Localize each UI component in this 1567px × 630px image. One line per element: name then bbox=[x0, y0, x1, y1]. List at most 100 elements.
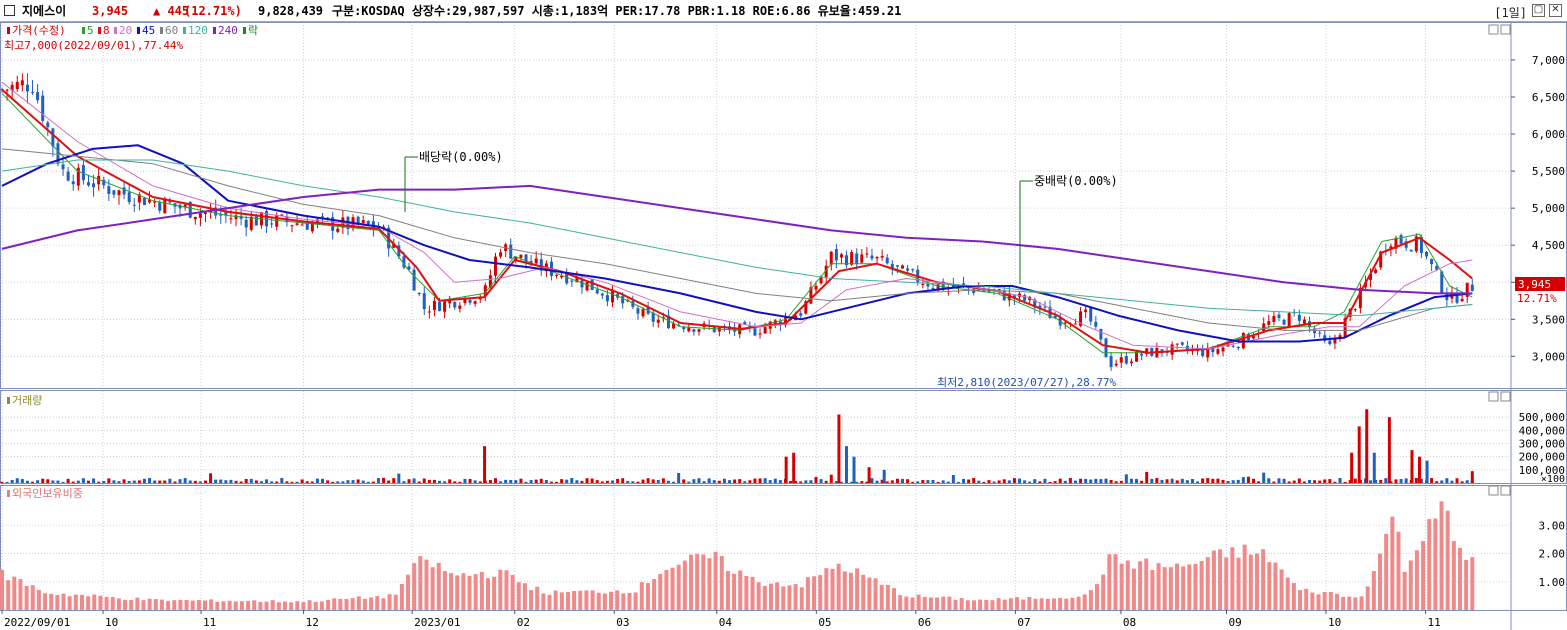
volume-bar bbox=[972, 478, 976, 483]
volume-bar bbox=[524, 481, 528, 483]
foreign-bar bbox=[424, 559, 429, 610]
volume-bar bbox=[1043, 478, 1047, 483]
volume-bar bbox=[1404, 478, 1408, 483]
foreign-bar bbox=[1150, 569, 1155, 610]
volume-panel-max-button[interactable] bbox=[1500, 391, 1511, 402]
volume-bar bbox=[580, 480, 584, 483]
volume-bar bbox=[514, 480, 518, 483]
candle-body bbox=[493, 256, 497, 276]
volume-bar bbox=[1053, 481, 1057, 483]
volume-bar bbox=[219, 479, 223, 483]
price-panel-max-button[interactable] bbox=[1500, 24, 1511, 35]
foreign-bar bbox=[1408, 560, 1413, 610]
volume-bar bbox=[1328, 479, 1332, 483]
legend-ma-label: 락 bbox=[248, 24, 258, 37]
foreign-tick-label: 3.00 bbox=[1539, 519, 1566, 532]
volume-bar bbox=[443, 481, 447, 483]
foreign-bar bbox=[1427, 519, 1432, 610]
volume-bar bbox=[315, 478, 319, 483]
foreign-bar bbox=[30, 585, 35, 610]
candle-body bbox=[417, 292, 421, 295]
price-tick-label: 6,000 bbox=[1532, 128, 1565, 141]
volume-bar bbox=[534, 479, 538, 483]
volume-bar bbox=[204, 480, 208, 483]
foreign-bar bbox=[326, 600, 331, 610]
period-selector[interactable]: [1일] bbox=[1494, 6, 1527, 20]
candle-body bbox=[753, 328, 757, 336]
volume-bar bbox=[1292, 480, 1296, 483]
candle-body bbox=[885, 257, 889, 264]
candle-body bbox=[137, 194, 141, 203]
candles bbox=[0, 73, 1474, 371]
candle-body bbox=[499, 252, 503, 257]
foreign-panel-max-button[interactable] bbox=[1500, 485, 1511, 496]
panel-buttons bbox=[1488, 24, 1511, 496]
foreign-bar bbox=[473, 574, 478, 610]
foreign-bar bbox=[750, 577, 755, 610]
foreign-bar bbox=[239, 601, 244, 610]
legend-ma-label: 240 bbox=[218, 24, 238, 37]
foreign-bar bbox=[159, 599, 164, 610]
foreign-bar bbox=[842, 571, 847, 610]
foreign-bar bbox=[252, 600, 257, 610]
candle-body bbox=[565, 273, 569, 284]
volume-bar bbox=[36, 480, 40, 483]
candle-body bbox=[514, 256, 518, 260]
candle-body bbox=[1206, 347, 1210, 358]
candle-body bbox=[865, 253, 869, 255]
foreign-bar bbox=[848, 572, 853, 610]
volume-bar bbox=[1440, 480, 1444, 483]
stock-chart[interactable]: 2022/09/01 10 11 12 2023/01 02 03 04 05 06 07 08 09 1… bbox=[0, 22, 1567, 630]
price-panel-min-button[interactable] bbox=[1488, 24, 1499, 35]
foreign-bar bbox=[79, 594, 84, 610]
foreign-bar bbox=[744, 575, 749, 610]
volume-panel-min-button[interactable] bbox=[1488, 391, 1499, 402]
foreign-bar bbox=[209, 599, 214, 610]
candle-body bbox=[1002, 290, 1006, 301]
x-tick-label: 10 bbox=[1328, 616, 1341, 629]
foreign-bar bbox=[953, 599, 958, 610]
candle-body bbox=[900, 265, 904, 269]
chart-title-bar: 지에스이 3,945 ▲ 445 (12.71%) 9,828,439 구분:K… bbox=[0, 0, 1567, 22]
candle-body bbox=[962, 283, 966, 286]
candle-body bbox=[153, 201, 157, 203]
select-checkbox[interactable] bbox=[4, 5, 15, 16]
volume-bar bbox=[600, 481, 604, 483]
minimize-button[interactable]: ▢ bbox=[1532, 4, 1545, 17]
foreign-bar bbox=[1205, 557, 1210, 610]
volume-bar bbox=[142, 478, 146, 483]
volume-bar bbox=[1241, 477, 1245, 483]
foreign-bar bbox=[43, 593, 48, 610]
candle-body bbox=[488, 275, 492, 287]
foreign-bar bbox=[812, 576, 817, 610]
volume-bar bbox=[1140, 480, 1144, 483]
candle-body bbox=[117, 190, 121, 196]
volume-bar bbox=[280, 478, 284, 483]
foreign-bar bbox=[1236, 557, 1241, 610]
price-tick-label: 6,500 bbox=[1532, 91, 1565, 104]
volume-bar bbox=[895, 478, 899, 483]
foreign-bar bbox=[910, 597, 915, 610]
volume-bar bbox=[616, 478, 620, 483]
volume-bar bbox=[773, 478, 777, 483]
x-tick-label: 04 bbox=[719, 616, 733, 629]
candle-body bbox=[1119, 357, 1123, 363]
candle-body bbox=[97, 176, 101, 185]
volume-bar bbox=[1002, 479, 1006, 483]
foreign-panel-min-button[interactable] bbox=[1488, 485, 1499, 496]
candle-body bbox=[280, 214, 284, 216]
volume-bar bbox=[661, 478, 665, 483]
volume-bar bbox=[387, 480, 391, 483]
candle-body bbox=[1135, 351, 1139, 362]
volume-bar bbox=[692, 479, 696, 483]
candle-body bbox=[845, 255, 849, 266]
candle-body bbox=[31, 91, 35, 93]
foreign-bar bbox=[984, 599, 989, 610]
close-button[interactable]: ✕ bbox=[1549, 4, 1562, 17]
candle-body bbox=[895, 265, 899, 267]
foreign-bar bbox=[1045, 598, 1050, 610]
volume-bar bbox=[178, 479, 182, 483]
volume-bar bbox=[941, 480, 945, 483]
candle-body bbox=[651, 312, 655, 322]
candle-body bbox=[1099, 328, 1103, 340]
